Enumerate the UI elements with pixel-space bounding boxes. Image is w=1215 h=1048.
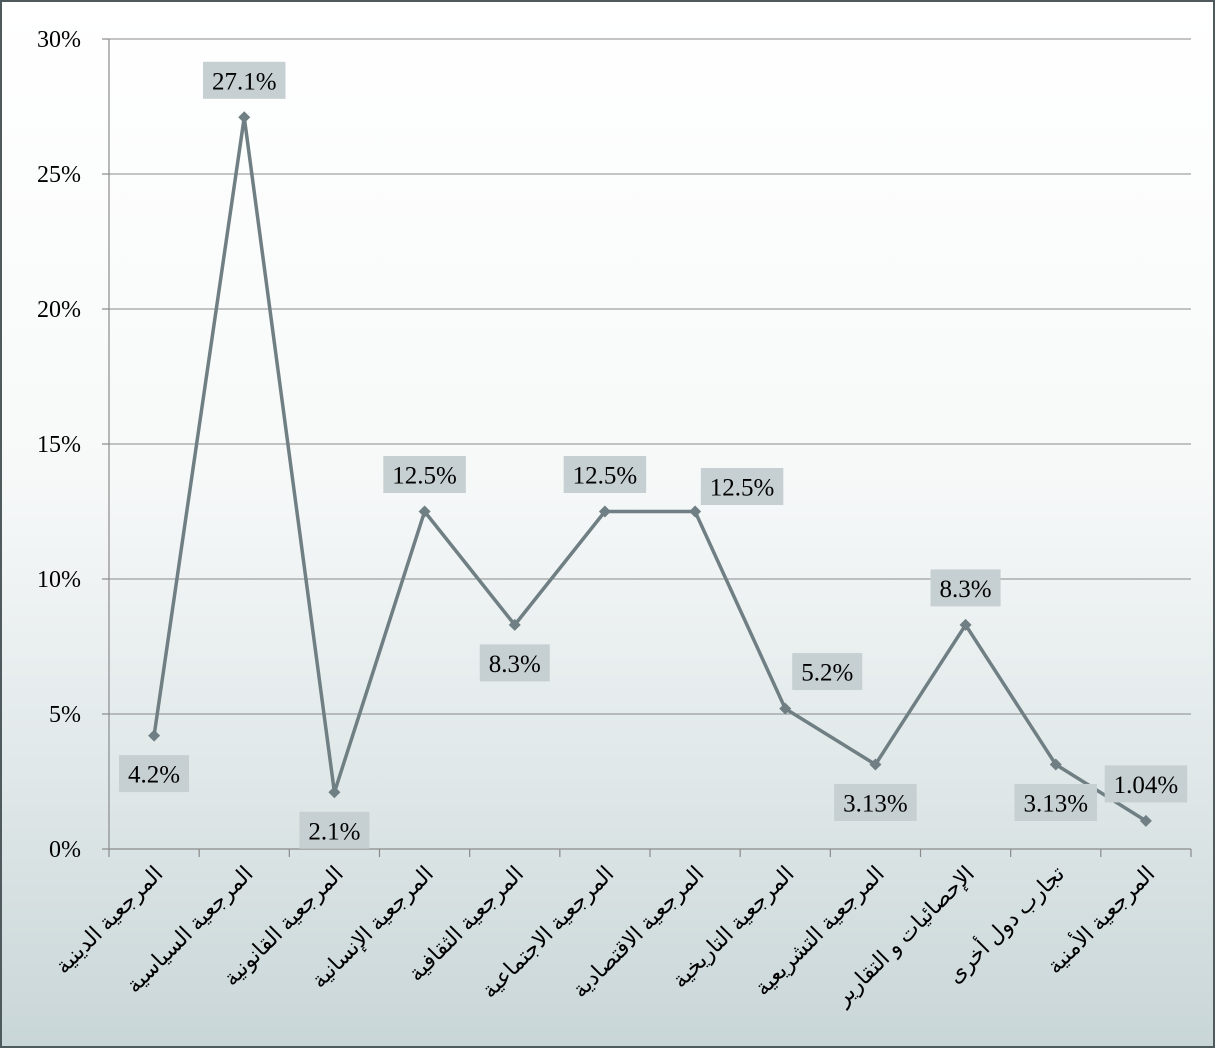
data-label: 1.04% (1104, 765, 1188, 803)
data-label-text: 12.5% (710, 475, 775, 502)
data-label-box (203, 61, 286, 99)
data-label: 12.5% (700, 468, 784, 505)
data-label: 2.1% (299, 811, 370, 849)
data-point-marker (959, 618, 972, 631)
data-point-marker (598, 505, 611, 518)
series (148, 111, 1152, 827)
data-point-marker (869, 758, 882, 771)
data-point-marker (1049, 758, 1062, 771)
y-axis-tick-labels: 0% 5% 10% 15% 20% 25% 30% (37, 27, 81, 863)
data-label-text: 1.04% (1114, 772, 1179, 799)
data-label-text: 12.5% (392, 463, 457, 490)
y-tick-label: 0% (49, 837, 81, 863)
data-label-box (1014, 783, 1097, 821)
data-label-box (930, 569, 1001, 607)
data-label-box (834, 783, 917, 821)
data-label-text: 3.13% (1023, 790, 1088, 817)
y-tick-label: 15% (37, 432, 81, 458)
data-point-marker (779, 702, 792, 715)
y-tick-label: 20% (37, 297, 81, 323)
data-point-marker (508, 618, 521, 631)
data-label: 3.13% (1014, 783, 1097, 821)
data-point-marker (328, 786, 341, 799)
y-tick-label: 30% (37, 27, 81, 53)
data-label-text: 12.5% (573, 463, 638, 490)
data-label-box (792, 653, 863, 691)
data-label: 5.2% (792, 653, 863, 691)
data-point-marker (238, 111, 251, 124)
axes (102, 38, 1192, 857)
data-label: 8.3% (930, 569, 1001, 607)
data-label-box (563, 456, 647, 493)
data-label-box (479, 644, 550, 682)
data-label: 3.13% (834, 783, 917, 821)
data-point-marker (1139, 814, 1152, 827)
data-point-marker (418, 505, 431, 518)
y-tick-label: 10% (37, 567, 81, 593)
data-label-box (700, 468, 784, 505)
data-label-text: 27.1% (212, 68, 277, 95)
data-label-text: 5.2% (801, 660, 853, 687)
data-label: 12.5% (563, 456, 647, 493)
data-label-text: 3.13% (843, 790, 908, 817)
data-label-box (299, 811, 370, 849)
data-point-marker (689, 505, 702, 518)
data-label-text: 4.2% (128, 762, 180, 789)
data-label: 4.2% (119, 755, 190, 793)
data-label-text: 8.3% (940, 576, 992, 603)
series-line (152, 115, 1147, 823)
data-label-text: 2.1% (308, 818, 360, 845)
data-label-box (383, 456, 466, 493)
data-point-marker (148, 729, 161, 742)
data-label-box (1104, 765, 1188, 803)
data-label: 12.5% (383, 456, 466, 493)
data-label: 8.3% (479, 644, 550, 682)
y-tick-label: 5% (49, 702, 81, 728)
y-tick-label: 25% (37, 162, 81, 188)
gridlines (109, 38, 1191, 715)
data-label-text: 8.3% (489, 651, 541, 678)
data-label-box (119, 755, 190, 793)
data-label: 27.1% (203, 61, 286, 99)
data-labels: 4.2% 27.1% 2.1% 12.5% 8.3% 12.5% 12.5% 5.2% 3.13… (119, 61, 1188, 849)
